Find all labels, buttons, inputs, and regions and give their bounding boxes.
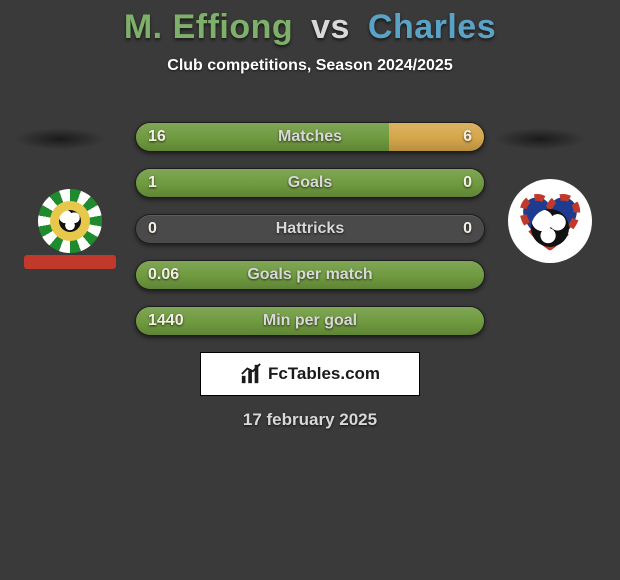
player1-avatar-shadow: [15, 128, 105, 150]
stat-value-left: 0: [148, 215, 157, 243]
stat-value-left: 0.06: [148, 261, 179, 289]
page-title: M. Effiong vs Charles: [0, 0, 620, 47]
stat-bar-left: [136, 307, 484, 335]
stat-bar-left: [136, 169, 484, 197]
stat-row: 0.06Goals per match: [135, 260, 485, 290]
brand-badge: FcTables.com: [200, 352, 420, 396]
comparison-date: 17 february 2025: [0, 410, 620, 430]
title-vs: vs: [311, 8, 350, 46]
player2-avatar-shadow: [495, 128, 585, 150]
stat-value-left: 1440: [148, 307, 184, 335]
stat-label: Hattricks: [136, 215, 484, 243]
stat-value-left: 1: [148, 169, 157, 197]
stats-bars: 166Matches10Goals00Hattricks0.06Goals pe…: [135, 122, 485, 352]
stat-row: 166Matches: [135, 122, 485, 152]
player1-club-crest: [28, 179, 112, 263]
stat-bar-left: [136, 261, 484, 289]
stat-value-right: 0: [463, 215, 472, 243]
player2-club-crest: [508, 179, 592, 263]
stat-value-right: 0: [463, 169, 472, 197]
bar-chart-icon: [240, 363, 262, 385]
stat-row: 0 0Hattricks: [135, 214, 485, 244]
title-player1: M. Effiong: [124, 8, 293, 46]
title-player2: Charles: [368, 8, 496, 46]
stat-value-right: 6: [463, 123, 472, 151]
brand-text: FcTables.com: [268, 364, 380, 384]
stat-bar-left: [136, 123, 389, 151]
stat-value-left: 16: [148, 123, 166, 151]
stat-row: 1440Min per goal: [135, 306, 485, 336]
subtitle: Club competitions, Season 2024/2025: [0, 57, 620, 75]
stat-row: 10Goals: [135, 168, 485, 198]
